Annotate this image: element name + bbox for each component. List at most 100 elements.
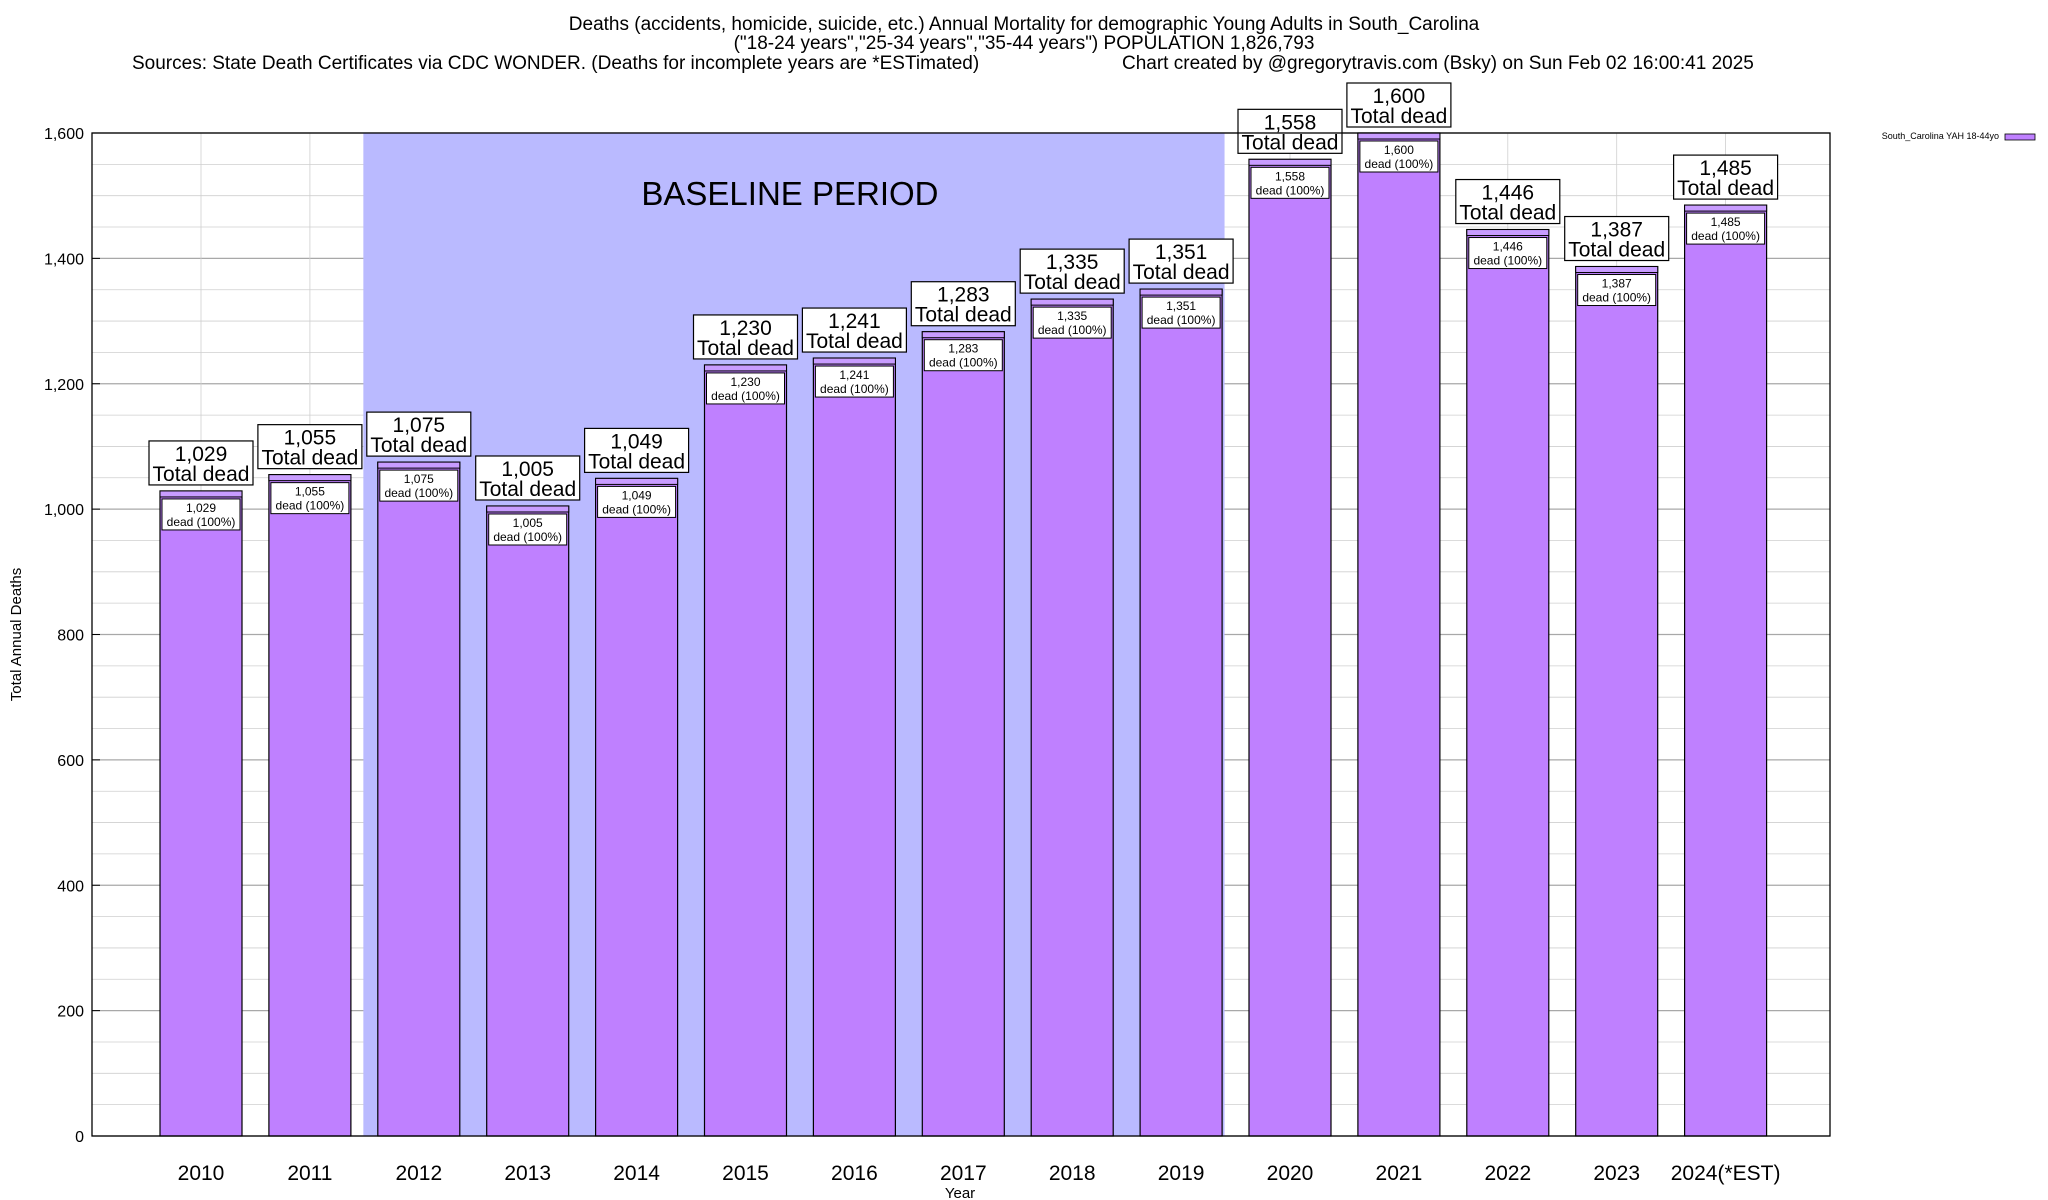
y-axis-title: Total Annual Deaths [8, 568, 25, 701]
bar-cap [1684, 204, 1768, 212]
total-label-box [910, 281, 1016, 327]
inner-label-box [379, 469, 459, 502]
total-value-label: 1,351 [1155, 241, 1208, 264]
inner-label-box [1359, 140, 1439, 173]
total-label-box [475, 455, 581, 501]
y-tick-label: 1,000 [44, 502, 84, 519]
total-label-box [692, 314, 799, 360]
total-value-label: 1,485 [1699, 157, 1752, 180]
x-tick-label: 2014 [613, 1162, 660, 1185]
inner-label-box [270, 482, 350, 515]
y-tick-label: 600 [57, 753, 84, 770]
baseline-period-label: BASELINE PERIOD [641, 175, 938, 212]
inner-label-box [597, 485, 677, 518]
x-tick-label: 2017 [940, 1162, 987, 1185]
inner-label-box [488, 513, 568, 546]
x-tick-label: 2019 [1158, 1162, 1205, 1185]
x-tick-label: 2012 [395, 1162, 442, 1185]
total-value-label: 1,055 [284, 427, 337, 450]
total-dead-label: Total dead [1133, 261, 1230, 284]
bar-cap [1139, 288, 1223, 296]
x-tick-label: 2015 [722, 1162, 769, 1185]
total-value-label: 1,335 [1046, 251, 1099, 274]
bar-cap [1575, 266, 1659, 274]
bar [1248, 158, 1332, 1137]
total-label-box [583, 427, 690, 474]
chart-credit: Chart created by @gregorytravis.com (Bsk… [1122, 53, 1754, 74]
inner-percent-label: dead (100%) [1582, 291, 1651, 305]
bar [594, 477, 679, 1137]
total-dead-label: Total dead [261, 447, 358, 470]
bar-cap [595, 477, 679, 485]
total-label-box [1019, 248, 1125, 294]
inner-value-label: 1,600 [1384, 143, 1414, 157]
total-value-label: 1,387 [1590, 219, 1643, 242]
bar-cap [921, 331, 1005, 339]
legend: South_Carolina YAH 18-44yo [1882, 131, 2036, 141]
y-tick-label: 0 [75, 1129, 84, 1146]
inner-percent-label: dead (100%) [384, 486, 453, 500]
total-value-label: 1,049 [610, 430, 663, 453]
total-label-box [1237, 108, 1343, 154]
x-tick-label: 2021 [1376, 1162, 1423, 1185]
y-tick-label: 800 [57, 628, 84, 645]
total-value-label: 1,241 [828, 310, 881, 333]
inner-label-box [1577, 274, 1657, 307]
bar [812, 357, 897, 1137]
total-dead-label: Total dead [1568, 239, 1665, 262]
x-tick-label: 2020 [1267, 1162, 1314, 1185]
total-value-label: 1,029 [175, 443, 228, 466]
inner-label-box [1250, 166, 1330, 199]
bar [1139, 288, 1223, 1137]
inner-label-box [814, 365, 894, 398]
total-label-box [148, 440, 254, 486]
inner-percent-label: dead (100%) [276, 499, 345, 513]
total-value-label: 1,600 [1373, 85, 1426, 108]
inner-label-box [1468, 237, 1548, 270]
y-tick-label: 200 [57, 1004, 84, 1021]
bar [1466, 228, 1550, 1137]
inner-percent-label: dead (100%) [1473, 254, 1542, 268]
total-label-box [1455, 178, 1561, 225]
bar-cap [1030, 298, 1114, 306]
x-tick-label: 2010 [178, 1162, 225, 1185]
axis-layer: 2010 2011 2012 2013 2014 2015 2016 2017 2018 2019… [8, 126, 1831, 1200]
chart-title: Deaths (accidents, homicide, suicide, et… [568, 14, 1480, 35]
bar-cap [812, 357, 896, 365]
total-dead-label: Total dead [479, 478, 576, 501]
inner-value-label: 1,005 [513, 516, 543, 530]
total-label-box [257, 424, 363, 470]
chart-sources: Sources: State Death Certificates via CD… [132, 53, 980, 74]
x-tick-label: 2018 [1049, 1162, 1096, 1185]
total-label-box [1672, 154, 1779, 200]
legend-swatch [2004, 133, 2036, 141]
bar-cap [704, 364, 787, 372]
x-tick-label: 2016 [831, 1162, 878, 1185]
total-value-label: 1,283 [937, 284, 990, 307]
y-tick-label: 1,400 [44, 251, 84, 268]
inner-value-label: 1,075 [404, 472, 434, 486]
total-label-box [1346, 82, 1452, 128]
bar-cap [377, 461, 461, 469]
inner-label-box [706, 372, 785, 405]
inner-percent-label: dead (100%) [711, 389, 780, 403]
total-dead-label: Total dead [915, 304, 1012, 327]
total-label-box [366, 411, 472, 457]
inner-percent-label: dead (100%) [1691, 229, 1760, 243]
inner-label-box [1686, 212, 1766, 245]
total-dead-label: Total dead [806, 330, 903, 353]
inner-value-label: 1,351 [1166, 299, 1196, 313]
bar [1030, 298, 1114, 1137]
